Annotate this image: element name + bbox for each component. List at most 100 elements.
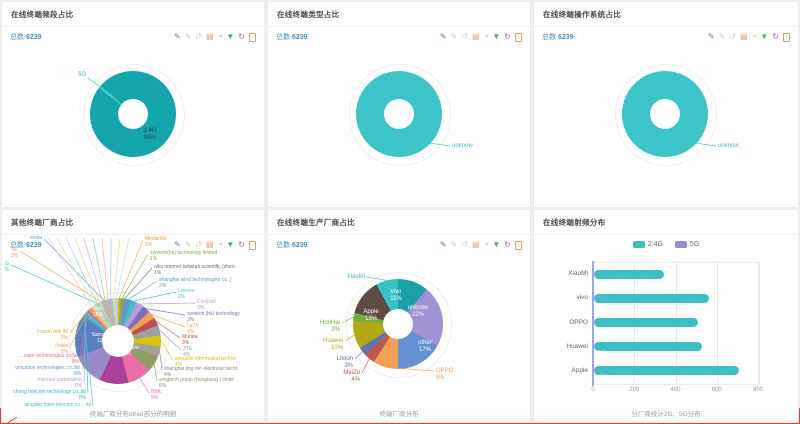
legend-item-2.4G[interactable]: 2.4G [632, 241, 663, 248]
category-label: vivo [576, 294, 588, 302]
y-axis-line [592, 261, 594, 386]
chart-caption: 终端厂商分布other部分的明细 [89, 411, 177, 418]
brush-disabled-icon[interactable]: ✎ [450, 32, 458, 41]
save-image-icon[interactable]: ↓ [515, 32, 522, 42]
bar-segment-2-4g: 690 [596, 366, 739, 376]
chart-legend: 2.4G 5G [534, 241, 798, 248]
donut-outline [349, 64, 451, 166]
save-image-icon[interactable]: ↓ [515, 240, 522, 250]
undo-icon[interactable]: ↺ [195, 32, 202, 41]
brush-disabled-icon[interactable]: ✎ [184, 32, 192, 41]
bar-chart-rf: 2.4G 5G 0 200 400 600 800 XiaoMi 328 vivo 548 OPPO 4… [534, 234, 798, 422]
data-view-icon[interactable]: ▤ [739, 32, 748, 41]
brush-icon[interactable]: ✎ [173, 32, 181, 41]
pie-outer-label: unknow [718, 143, 739, 149]
bar-XiaoMi[interactable]: 328 [594, 269, 665, 279]
total-count: 总数 6239 [276, 32, 308, 42]
filter-icon[interactable]: ▼ [760, 32, 769, 41]
toolbar-icons: ✎ ✎ ↺ ▤ ◔ ▼ ↻ ↓ [173, 240, 256, 250]
data-view-icon[interactable]: ▤ [205, 240, 214, 249]
pie-outer-label: MediaTek 1% [145, 236, 167, 248]
donut-chart-vendors[interactable]: vivo 11% unknow 22% other 17% Apple 13% XiaoMi Ho… [268, 254, 530, 422]
gridline [716, 262, 718, 383]
total-value: 6239 [292, 34, 308, 41]
data-view-icon[interactable]: ▤ [471, 32, 480, 41]
pie-outer-label: icomm tele ltd 0% [37, 329, 68, 341]
brush-icon[interactable]: ✎ [173, 240, 181, 249]
data-view-icon[interactable]: ▤ [205, 32, 214, 41]
donut-chart-type[interactable]: unknow [268, 46, 530, 207]
pie-toggle-icon[interactable]: ◔ [751, 32, 757, 41]
donut-chart-other-vendors[interactable]: MediaTek 1% syntech(hk) technology limited… [2, 235, 264, 422]
legend-label: 5G [689, 241, 700, 248]
slice-label: Intel 16% [92, 306, 104, 318]
refresh-icon[interactable]: ↻ [504, 240, 511, 249]
refresh-icon[interactable]: ↻ [238, 240, 245, 249]
refresh-icon[interactable]: ↻ [504, 32, 511, 41]
refresh-icon[interactable]: ↻ [772, 32, 779, 41]
save-image-icon[interactable]: ↓ [249, 32, 256, 42]
undo-icon[interactable]: ↺ [195, 240, 202, 249]
panel-toolbar: 总数 6239 ✎ ✎ ↺ ▤ ◔ ▼ ↻ ↓ [2, 235, 264, 255]
pie-outer-label: OPPO 9% [436, 368, 454, 381]
filter-icon[interactable]: ▼ [226, 32, 235, 41]
toolbar-icons: ✎ ✎ ↺ ▤ ◔ ▼ ↻ ↓ [707, 32, 790, 42]
brush-icon[interactable]: ✎ [707, 32, 715, 41]
bar-vivo[interactable]: 548 [594, 293, 710, 303]
bar-segment-2-4g: 513 [596, 342, 703, 352]
bar-segment-2-4g: 328 [596, 269, 665, 279]
pie-toggle-icon[interactable]: ◔ [483, 32, 489, 41]
data-view-icon[interactable]: ▤ [471, 240, 480, 249]
panel-title: 其他终端厂商占比 [11, 217, 74, 227]
bar-OPPO[interactable]: 490 [594, 318, 698, 327]
pie-toggle-icon[interactable]: ◔ [483, 240, 489, 249]
slice-label: unknow 22% [407, 305, 429, 318]
slice-label: AzureWave 11% [113, 345, 139, 357]
refresh-icon[interactable]: ↻ [238, 32, 245, 41]
undo-icon[interactable]: ↺ [461, 32, 468, 41]
undo-icon[interactable]: ↺ [729, 32, 736, 41]
bar-segment-2-4g: 548 [596, 293, 710, 303]
bar-Huawei[interactable]: 513 [594, 342, 703, 352]
save-image-icon[interactable]: ↓ [783, 32, 790, 42]
pie-outer-label: BBK 9% [151, 389, 162, 401]
pie-toggle-icon[interactable]: ◔ [217, 32, 223, 41]
save-image-icon[interactable]: ↓ [249, 240, 256, 250]
pie-outer-label: shanghai jing ren electronic techr 4% [164, 366, 238, 378]
pie-outer-label: LeTV 3% [187, 323, 199, 335]
filter-icon[interactable]: ▼ [226, 240, 235, 249]
brush-icon[interactable]: ✎ [439, 240, 447, 249]
pie-toggle-icon[interactable]: ◔ [217, 240, 223, 249]
donut-chart-band[interactable]: 2.4G 99% 5G [2, 46, 264, 207]
donut-hole [118, 99, 148, 129]
panel-header: 在线终端生产厂商占比 [268, 210, 530, 235]
brush-disabled-icon[interactable]: ✎ [718, 32, 726, 41]
pie-outer-label: ZTE 4% [183, 346, 193, 358]
pie-outer-label: wingtech group (hongkong ) limite 6% [159, 377, 235, 389]
filter-icon[interactable]: ▼ [492, 240, 501, 249]
undo-icon[interactable]: ↺ [461, 240, 468, 249]
total-label: 总数 [542, 34, 556, 41]
total-label: 总数 [10, 242, 24, 249]
donut-chart-os[interactable]: unknow [534, 46, 798, 207]
panel-header: 在线终端射频分布 [534, 210, 798, 235]
panel-os-share: 在线终端操作系统占比 总数 6239 ✎ ✎ ↺ ▤ ◔ ▼ ↻ ↓ unknow [534, 2, 798, 207]
panel-title: 在线终端频段占比 [11, 9, 74, 19]
panel-vendors-share: 在线终端生产厂商占比 总数 6239 ✎ ✎ ↺ ▤ ◔ ▼ ↻ ↓ vivo 11% unknow… [268, 210, 530, 422]
pie-outer-label: unknow [452, 143, 473, 149]
filter-icon[interactable]: ▼ [492, 32, 501, 41]
brush-disabled-icon[interactable]: ✎ [184, 240, 192, 249]
brush-icon[interactable]: ✎ [439, 32, 447, 41]
legend-item-5G[interactable]: 5G [674, 241, 700, 248]
panel-toolbar: 总数 6239 ✎ ✎ ↺ ▤ ◔ ▼ ↻ ↓ [268, 27, 530, 47]
pie-outer-label: syntech (hk) technology 3% [187, 311, 240, 323]
bar-Apple[interactable]: 690 [594, 366, 739, 376]
pie-outer-label: Lenovo 2% [178, 288, 195, 300]
panel-toolbar: 总数 6239 ✎ ✎ ↺ ▤ ◔ ▼ ↻ ↓ [268, 235, 530, 255]
category-label: Huawei [566, 342, 588, 350]
panel-header: 在线终端操作系统占比 [534, 2, 798, 27]
pie-outer-label: enxia [30, 235, 42, 241]
chart-caption: 终端厂商分布 [379, 411, 419, 418]
brush-disabled-icon[interactable]: ✎ [450, 240, 458, 249]
pie-outer-label: G% [4, 261, 9, 273]
